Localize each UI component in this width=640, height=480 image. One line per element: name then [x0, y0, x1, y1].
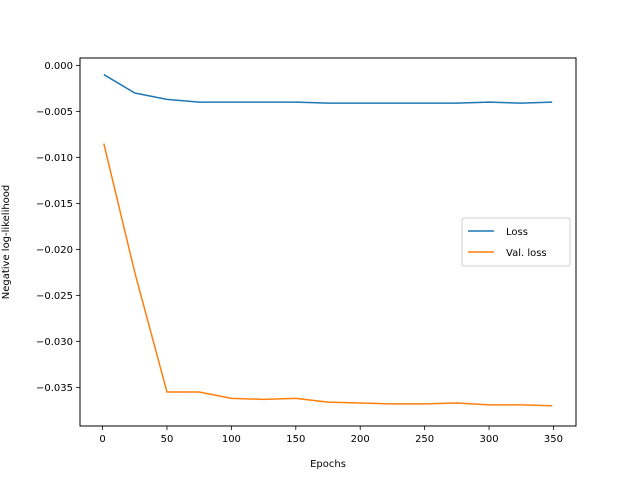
series-layer [103, 73, 553, 407]
y-tick-label: −0.005 [36, 107, 73, 118]
x-tick-label: 150 [286, 434, 305, 445]
y-tick-label: −0.010 [36, 153, 73, 164]
legend: Loss Val. loss [461, 217, 571, 267]
x-tick-label: 50 [161, 434, 174, 445]
x-tick-label: 100 [222, 434, 241, 445]
plot-frame [79, 57, 577, 427]
legend-label-val-loss: Val. loss [506, 248, 547, 259]
y-tick-label: −0.035 [36, 383, 73, 394]
x-axis-ticks: 0 50 100 150 200 250 300 350 [99, 426, 563, 445]
x-tick-label: 200 [351, 434, 370, 445]
y-tick-label: −0.015 [36, 199, 73, 210]
legend-label-loss: Loss [506, 227, 528, 238]
series-line-loss [103, 73, 553, 104]
x-tick-label: 300 [479, 434, 498, 445]
y-tick-label: −0.025 [36, 291, 73, 302]
y-axis-label: Negative log-likelihood [1, 185, 12, 300]
y-axis-ticks: 0.000 −0.005 −0.010 −0.015 −0.020 −0.025 −0.03… [36, 61, 80, 394]
legend-box [461, 217, 571, 267]
x-axis-label: Epochs [310, 459, 346, 470]
x-tick-label: 350 [544, 434, 563, 445]
x-tick-label: 250 [415, 434, 434, 445]
y-tick-label: 0.000 [44, 61, 73, 72]
y-tick-label: −0.020 [36, 245, 73, 256]
y-tick-label: −0.030 [36, 337, 73, 348]
series-line-val-loss [103, 143, 553, 407]
x-tick-label: 0 [99, 434, 105, 445]
